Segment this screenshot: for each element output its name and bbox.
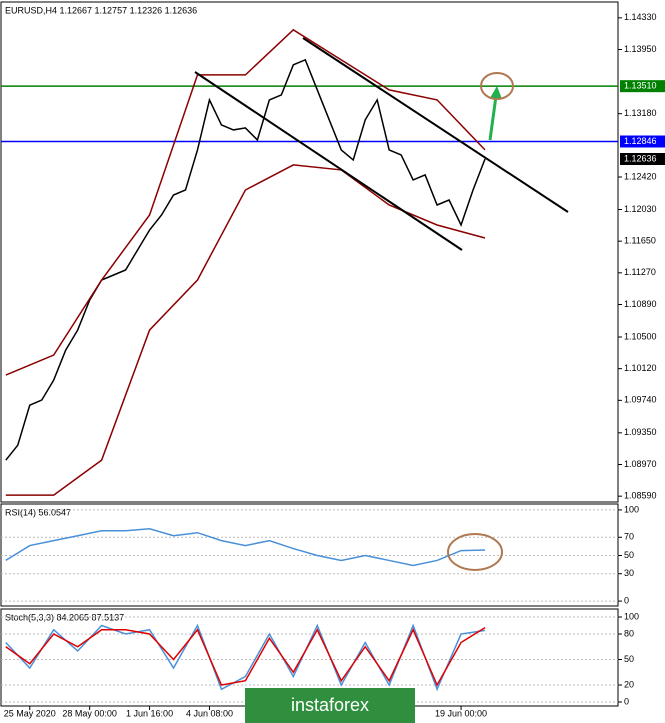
channel-lower — [194, 71, 463, 251]
y-tick-label: 1.09350 — [624, 427, 657, 437]
y-tick-label: 50 — [624, 654, 634, 664]
series-line — [5, 528, 486, 567]
channel-upper — [302, 37, 569, 213]
rsi-circle — [447, 533, 503, 571]
panel-title: Stoch(5,3,3) 84.2065 87.5137 — [5, 612, 124, 622]
y-tick-label: 1.08970 — [624, 459, 657, 469]
y-tick-label: 1.10120 — [624, 363, 657, 373]
arrow — [488, 95, 498, 141]
series-line — [5, 58, 486, 461]
y-tick-label: 1.11270 — [624, 267, 656, 277]
y-tick-label: 30 — [624, 568, 634, 578]
x-tick-label: 19 Jun 00:00 — [435, 708, 487, 718]
y-tick-label: 70 — [624, 532, 634, 542]
y-tick-label: 1.09740 — [624, 395, 657, 405]
target-circle — [480, 72, 514, 100]
x-tick-label: 25 May 2020 — [4, 708, 56, 718]
y-tick-label: 1.10890 — [624, 299, 657, 309]
arrow-head — [490, 86, 502, 99]
y-tick-label: 1.12420 — [624, 171, 657, 181]
current-price-label: 1.12636 — [624, 153, 657, 163]
y-tick-label: 100 — [624, 611, 639, 621]
price-label-box — [620, 135, 665, 148]
series-line — [5, 28, 486, 376]
rsi-panel — [0, 503, 619, 607]
watermark: instaforex — [291, 695, 369, 715]
y-tick-label: 1.14330 — [624, 12, 657, 22]
price-label-box — [620, 80, 665, 93]
y-tick-label: 0 — [624, 696, 629, 706]
x-tick-label: 4 Jun 08:00 — [186, 708, 233, 718]
y-tick-label: 1.13950 — [624, 44, 657, 54]
y-tick-label: 0 — [624, 595, 629, 605]
y-tick-label: 1.12030 — [624, 204, 657, 214]
x-tick-label: 28 May 00:00 — [62, 708, 117, 718]
current-price-box — [620, 153, 665, 165]
series-line — [5, 626, 486, 687]
price-label: 1.12846 — [624, 136, 657, 146]
watermark-box — [245, 688, 415, 723]
y-tick-label: 1.13180 — [624, 108, 657, 118]
y-tick-label: 100 — [624, 504, 639, 514]
panel-title: EURUSD,H4 1.12667 1.12757 1.12326 1.1263… — [5, 5, 197, 15]
plots: EURUSD,H4 1.12667 1.12757 1.12326 1.1263… — [1, 5, 665, 718]
y-tick-label: 80 — [624, 628, 634, 638]
y-tick-label: 1.08590 — [624, 491, 657, 501]
y-tick-label: 20 — [624, 679, 634, 689]
y-tick-label: 1.11650 — [624, 236, 656, 246]
y-tick-label: 1.10500 — [624, 331, 657, 341]
main-panel — [0, 1, 619, 503]
y-tick-label: 50 — [624, 550, 634, 560]
panel-title: RSI(14) 56.0547 — [5, 507, 71, 517]
x-tick-label: 1 Jun 16:00 — [126, 708, 173, 718]
price-label: 1.13510 — [624, 81, 657, 91]
